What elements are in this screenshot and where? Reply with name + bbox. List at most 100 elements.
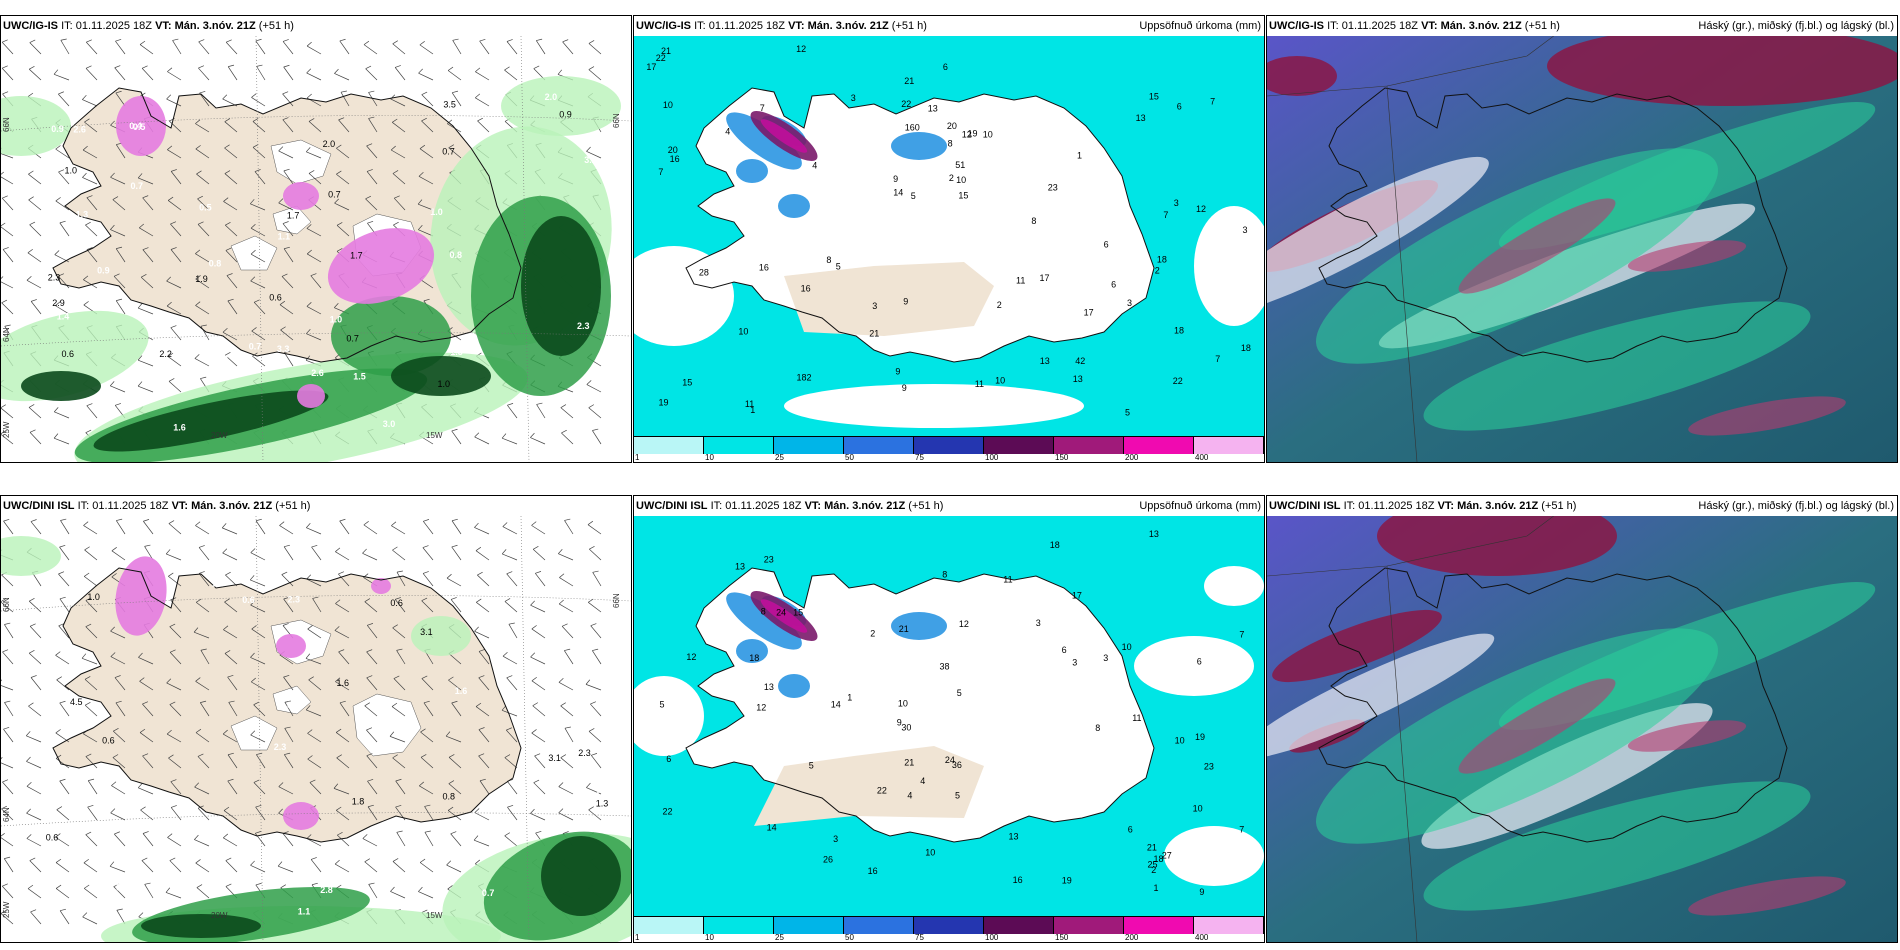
wind-barb-tick — [339, 700, 346, 704]
wind-barb-tick — [115, 39, 122, 42]
wind-barb — [115, 144, 126, 159]
wind-barb — [306, 151, 322, 159]
wind-barb-tick — [305, 705, 311, 711]
wind-barb-tick — [55, 884, 62, 889]
value-label: 1.7 — [350, 250, 363, 260]
wind-barb-tick — [83, 858, 89, 864]
wind-barb-tick — [141, 274, 147, 278]
value-label: 11 — [745, 399, 754, 409]
value-label: 9 — [897, 718, 902, 728]
wind-barb-tick — [169, 701, 176, 705]
wind-barb — [308, 173, 322, 185]
value-label: 21 — [869, 329, 879, 339]
wind-barb-tick — [195, 145, 201, 150]
high-cloud-streak — [1688, 876, 1846, 916]
mid-cloud-green — [1423, 781, 1811, 911]
wind-barb — [423, 702, 434, 717]
wind-barb-tick — [423, 298, 430, 302]
wind-barb-tick — [253, 299, 260, 303]
wind-barb-tick — [306, 93, 312, 99]
wind-barb — [531, 680, 546, 691]
wind-barb-tick — [137, 355, 143, 361]
wind-barb-tick — [194, 782, 200, 788]
wind-barb — [169, 704, 182, 717]
wind-barb-tick — [335, 599, 341, 604]
value-label: 5 — [957, 688, 962, 698]
wind-barb — [532, 549, 546, 561]
value-label: 2 — [997, 300, 1002, 310]
value-label: 12 — [962, 129, 972, 139]
wind-barb — [451, 430, 462, 445]
wind-barb-tick — [334, 198, 339, 204]
wind-barb-tick — [111, 547, 117, 552]
wind-barb-tick — [284, 350, 291, 353]
wind-barb — [168, 576, 182, 587]
wind-barb-tick — [308, 170, 315, 174]
value-label: 0.6 — [102, 735, 115, 745]
colorbar-cell — [984, 437, 1054, 454]
wind-barb-tick — [252, 352, 258, 357]
wind-barb-tick — [110, 172, 115, 178]
wind-barb — [3, 520, 14, 535]
wind-barb-tick — [140, 806, 146, 811]
wind-barb — [28, 600, 42, 613]
wind-barb — [590, 625, 602, 639]
wind-barb — [284, 352, 294, 367]
wind-barb-tick — [166, 301, 172, 307]
wind-barb-tick — [54, 250, 60, 255]
value-label: 7 — [1210, 97, 1215, 107]
value-label: 21 — [904, 76, 914, 86]
wind-barb — [142, 703, 154, 717]
no-precip — [1204, 566, 1264, 606]
wind-barb-tick — [474, 522, 479, 528]
wind-barb — [114, 833, 126, 847]
wind-barb — [252, 147, 266, 159]
value-label: 0.6 — [390, 598, 403, 608]
wind-barb-tick — [252, 144, 259, 148]
wind-barb-tick — [27, 248, 33, 254]
wind-barb-tick — [138, 223, 145, 229]
wind-barb — [1, 41, 14, 55]
wind-barb-tick — [197, 753, 204, 757]
wind-barb — [1, 808, 14, 821]
wind-barb — [590, 755, 602, 769]
wind-barb-tick — [138, 912, 144, 918]
wind-barb — [558, 603, 574, 613]
wind-barb-tick — [166, 276, 172, 282]
wind-barb-tick — [256, 64, 263, 67]
value-label: 8 — [942, 570, 947, 580]
wind-barb-tick — [4, 856, 11, 859]
wind-barb — [113, 886, 126, 899]
wind-barb-tick — [561, 429, 567, 434]
wind-barb-tick — [165, 549, 171, 555]
wind-barb-tick — [110, 808, 116, 814]
wind-barb — [82, 99, 98, 107]
value-label: 21 — [899, 624, 909, 634]
wind-barb-tick — [255, 804, 262, 808]
wind-barb — [87, 780, 98, 795]
wind-barb-tick — [166, 729, 172, 735]
wind-barb-tick — [365, 65, 372, 70]
wind-barb — [195, 278, 210, 289]
wind-barb-tick — [506, 571, 513, 575]
map-area — [1267, 516, 1897, 942]
wind-barb-tick — [559, 573, 565, 578]
wind-barb — [451, 702, 462, 717]
lead-time: (+51 h) — [1541, 500, 1577, 512]
wind-barb — [334, 73, 350, 81]
wind-barb-tick — [224, 144, 230, 149]
wind-barb — [197, 224, 210, 237]
wind-barb-tick — [532, 546, 539, 550]
wind-barb — [59, 222, 70, 237]
wind-barb-tick — [1, 171, 4, 175]
wind-barb — [26, 812, 42, 821]
colorbar-tick-label: 75 — [915, 453, 924, 462]
wind-barb-tick — [4, 622, 11, 625]
wind-barb — [422, 547, 434, 561]
wind-barb-tick — [88, 778, 95, 781]
wind-barb-tick — [451, 518, 458, 522]
wind-barb — [473, 839, 490, 847]
wind-barb-tick — [278, 782, 284, 787]
wind-barb-tick — [474, 432, 480, 438]
wind-barb-tick — [225, 571, 231, 576]
